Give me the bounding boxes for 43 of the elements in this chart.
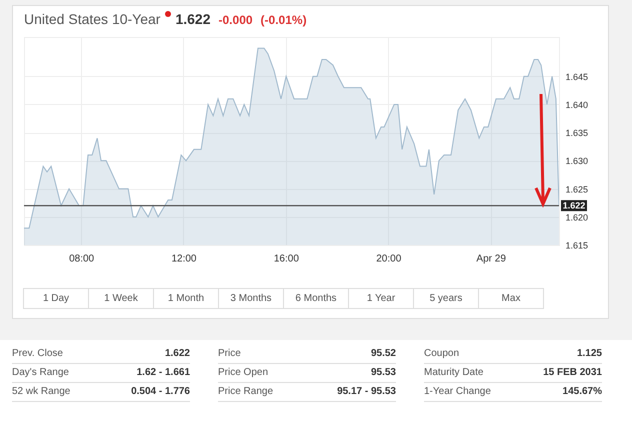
text: (-0.01%): [260, 13, 307, 27]
text: Day's Range: [12, 366, 69, 380]
y-tick-label: 1.630: [566, 156, 588, 166]
text: Price Open: [218, 366, 268, 380]
text: 52 wk Range: [12, 385, 70, 399]
text: 1.62 - 1.661: [136, 366, 190, 380]
y-tick-label: 1.615: [566, 240, 588, 250]
text: Coupon: [424, 347, 460, 361]
text: 15 FEB 2031: [543, 366, 602, 380]
text: 3 Months: [218, 288, 284, 309]
text: Price Range: [218, 385, 274, 399]
text: Maturity Date: [424, 366, 484, 380]
text: -0.000: [218, 13, 253, 27]
text: 95.53: [370, 366, 396, 380]
ref-line-label: 1.622: [562, 200, 586, 211]
text: 6 Months: [283, 288, 349, 309]
text: 1 Month: [153, 288, 219, 309]
text: 1 Year: [348, 288, 414, 309]
text: 1 Week: [88, 288, 154, 309]
text: 5 years: [413, 288, 479, 309]
text: 1.622: [175, 11, 211, 27]
text: Max: [478, 288, 544, 309]
x-tick-label: 20:00: [376, 254, 402, 264]
y-tick-label: 1.645: [566, 72, 588, 82]
chart-title: United States 10-Year: [24, 11, 160, 27]
text: 1 Day: [23, 288, 89, 309]
x-tick-label: Apr 29: [476, 254, 506, 264]
y-tick-label: 1.625: [566, 184, 588, 194]
text: Prev. Close: [12, 347, 63, 361]
text: 145.67%: [562, 385, 602, 399]
text: 1.622: [164, 347, 190, 361]
y-tick-label: 1.620: [566, 212, 588, 222]
y-tick-label: 1.635: [566, 128, 588, 138]
text: 95.17 - 95.53: [337, 385, 396, 399]
text: 1-Year Change: [424, 385, 491, 399]
y-tick-label: 1.640: [566, 100, 588, 110]
text: Price: [218, 347, 241, 361]
x-tick-label: 08:00: [69, 254, 95, 264]
text: 0.504 - 1.776: [131, 385, 190, 399]
text: 1.125: [576, 347, 602, 361]
x-tick-label: 12:00: [171, 254, 197, 264]
x-tick-label: 16:00: [274, 254, 300, 264]
text: 95.52: [370, 347, 396, 361]
